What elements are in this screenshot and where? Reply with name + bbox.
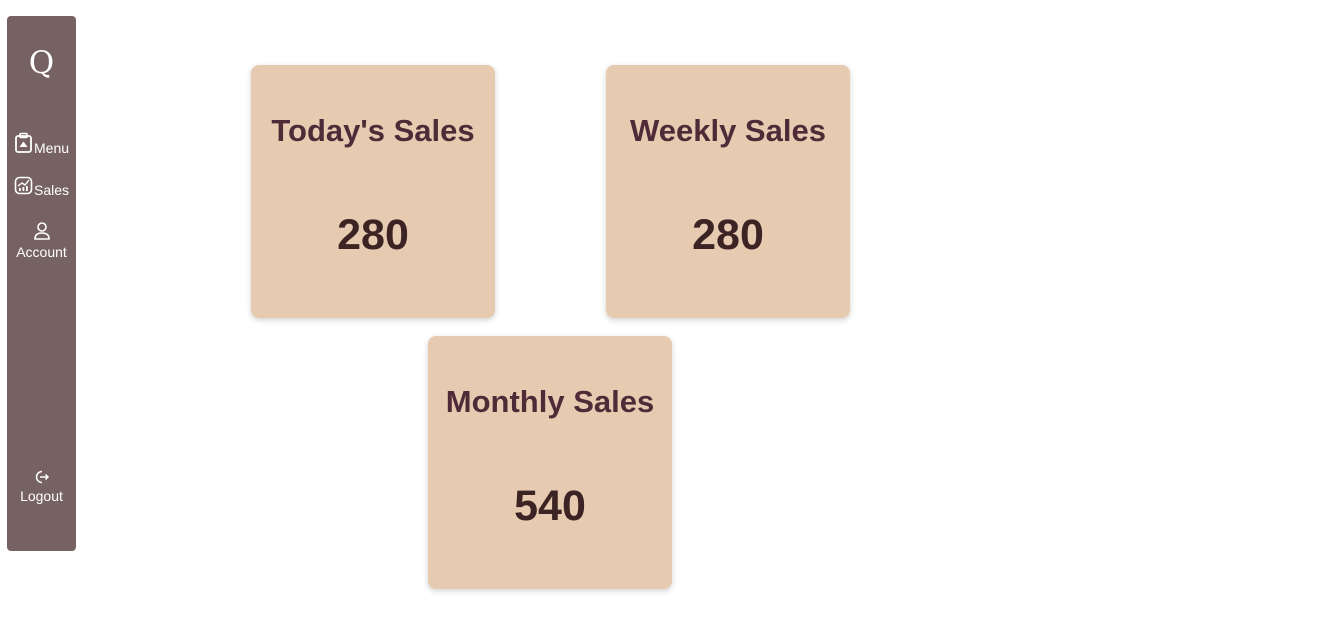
todays-sales-card: Today's Sales 280 [251, 65, 495, 318]
sidebar-item-label: Menu [34, 140, 70, 156]
sidebar-item-label: Sales [34, 182, 70, 198]
card-value: 280 [692, 211, 764, 259]
clipboard-icon [14, 132, 33, 153]
sidebar-item-menu[interactable]: Menu [14, 132, 70, 156]
card-value: 280 [337, 211, 409, 259]
sidebar: Q Menu Sales [7, 16, 76, 551]
card-value: 540 [514, 482, 586, 530]
logout-label: Logout [20, 488, 63, 504]
sidebar-item-label: Account [16, 244, 67, 260]
user-icon [33, 221, 51, 241]
sidebar-item-account[interactable]: Account [7, 221, 76, 259]
card-title: Monthly Sales [445, 384, 655, 419]
monthly-sales-card: Monthly Sales 540 [428, 336, 672, 589]
card-title: Today's Sales [271, 113, 475, 148]
logout-icon [33, 469, 51, 485]
card-title: Weekly Sales [630, 113, 826, 148]
logout-button[interactable]: Logout [7, 469, 76, 503]
weekly-sales-card: Weekly Sales 280 [606, 65, 850, 318]
chart-icon [14, 176, 33, 195]
app-logo[interactable]: Q [28, 45, 55, 81]
sidebar-item-sales[interactable]: Sales [14, 176, 70, 198]
